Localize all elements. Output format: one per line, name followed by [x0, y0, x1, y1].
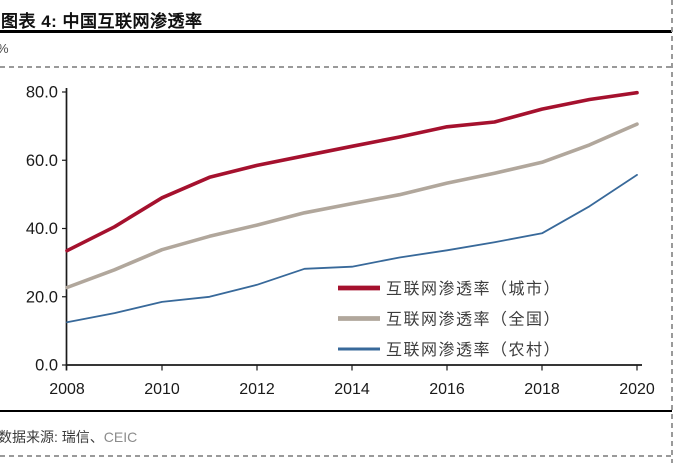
bottom-dashed-border: [0, 455, 672, 457]
x-axis-tick-label: 2016: [429, 381, 465, 398]
x-axis-tick-label: 2020: [619, 381, 655, 398]
y-axis-unit-label: %: [0, 41, 9, 56]
x-axis-tick-label: 2010: [144, 381, 180, 398]
right-dashed-border: [671, 0, 673, 463]
y-axis-tick-label: 60.0: [26, 152, 58, 170]
title-underline: [0, 30, 672, 33]
legend-label-0: 互联网渗透率（城市）: [386, 280, 561, 298]
series-line-1: [65, 122, 639, 290]
footer-rule: [0, 410, 672, 412]
data-source-secondary: CEIC: [103, 429, 138, 445]
y-axis-tick-label: 0.0: [35, 357, 58, 375]
series-line-2: [66, 174, 638, 324]
legend-label-1: 互联网渗透率（全国）: [386, 310, 561, 328]
y-axis-tick-label: 20.0: [26, 288, 58, 306]
top-dashed-border: [0, 66, 672, 68]
legend-label-2: 互联网渗透率（农村）: [386, 341, 561, 359]
x-axis-tick-label: 2012: [239, 381, 275, 398]
data-source-label: 数据来源: 瑞信、: [0, 429, 104, 445]
chart-title: 图表 4: 中国互联网渗透率: [1, 12, 203, 31]
x-axis-tick-label: 2014: [334, 381, 370, 398]
penetration-line-chart: 0.0 20.0 40.0 60.0 80.0 2008 2010 2012 2014 2016 2…: [26, 84, 655, 399]
x-axis-tick-label: 2018: [524, 381, 560, 398]
y-axis-tick-label: 40.0: [26, 220, 58, 238]
x-axis-tick-label: 2008: [49, 381, 85, 398]
series-line-0: [65, 90, 639, 253]
data-source-note: 数据来源: 瑞信、CEIC: [0, 427, 137, 447]
y-axis-tick-label: 80.0: [26, 84, 58, 102]
